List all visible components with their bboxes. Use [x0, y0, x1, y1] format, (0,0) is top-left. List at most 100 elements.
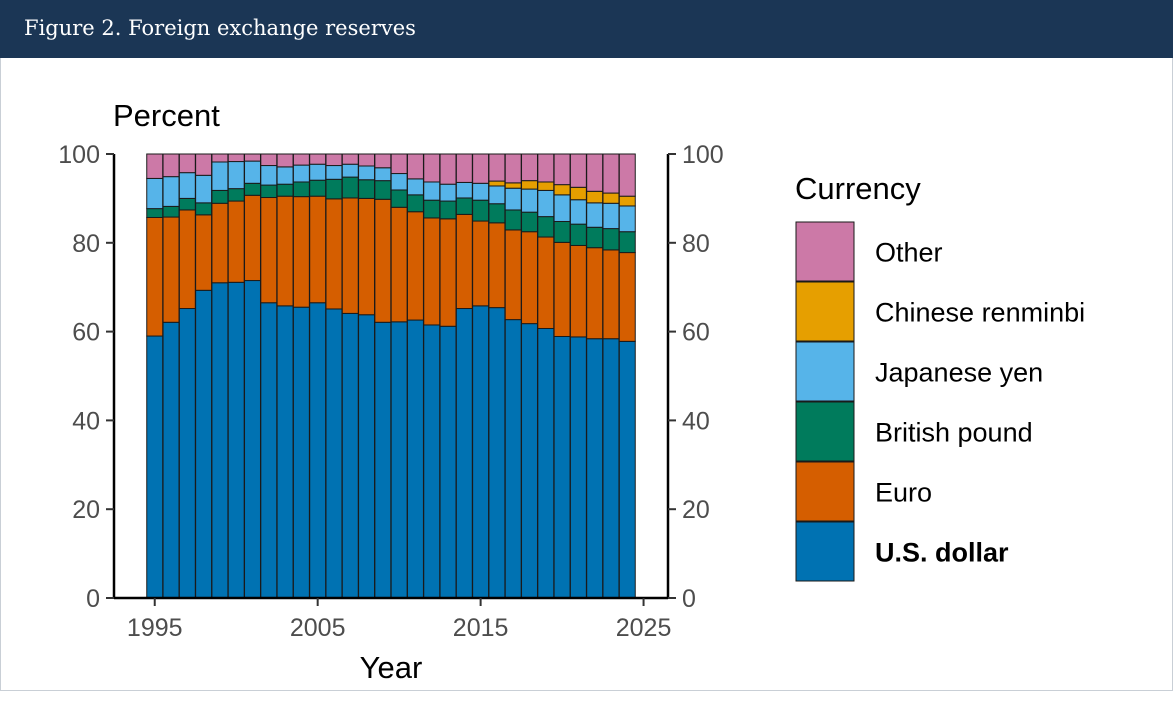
y-tick-label-left-20: 20	[72, 496, 100, 524]
legend-swatch-chinese-renminbi	[795, 281, 855, 342]
bar-chinese-renminbi-2021	[569, 186, 587, 201]
bar-other-2009	[374, 153, 392, 169]
bar-british-pound-2010	[390, 189, 408, 208]
bar-other-2004	[292, 153, 310, 166]
bar-u-s-dollar-2017	[504, 319, 522, 599]
bar-british-pound-2002	[260, 184, 278, 199]
legend-swatch-japanese-yen	[795, 341, 855, 402]
bar-u-s-dollar-1997	[178, 308, 196, 599]
bar-u-s-dollar-1998	[195, 289, 213, 599]
y-tick-label-left-0: 0	[86, 585, 100, 613]
bar-euro-2000	[227, 200, 245, 283]
legend-label-other: Other	[875, 238, 943, 268]
bar-british-pound-1996	[162, 205, 180, 218]
bar-chinese-renminbi-2019	[537, 181, 555, 191]
bar-u-s-dollar-2009	[374, 321, 392, 599]
y-axis-title: Percent	[113, 98, 220, 133]
bar-japanese-yen-2001	[244, 160, 261, 184]
bar-japanese-yen-2003	[276, 166, 294, 185]
bar-japanese-yen-2006	[325, 165, 343, 180]
bar-u-s-dollar-2011	[406, 319, 424, 599]
bar-british-pound-2004	[292, 181, 310, 198]
bar-other-2020	[553, 153, 571, 186]
bar-british-pound-2007	[341, 176, 359, 199]
bar-u-s-dollar-1999	[211, 282, 229, 599]
y-tick-label-left-80: 80	[72, 230, 100, 258]
bar-u-s-dollar-2007	[341, 312, 359, 599]
bar-japanese-yen-2020	[553, 194, 571, 222]
bar-other-2006	[325, 153, 343, 167]
x-tick-label-2015: 2015	[453, 614, 509, 642]
legend-label-u-s-dollar: U.S. dollar	[875, 538, 1009, 568]
bar-u-s-dollar-2003	[276, 305, 294, 599]
bar-british-pound-2006	[325, 178, 343, 200]
bar-u-s-dollar-2000	[227, 281, 245, 599]
bar-u-s-dollar-2008	[358, 314, 376, 599]
legend-label-chinese-renminbi: Chinese renminbi	[875, 298, 1085, 328]
bar-other-2001	[244, 153, 261, 162]
bar-british-pound-2016	[488, 203, 506, 224]
bars-group	[146, 153, 636, 599]
legend-label-british-pound: British pound	[875, 418, 1033, 448]
y-tick-label-right-60: 60	[682, 319, 710, 347]
bar-u-s-dollar-2015	[472, 305, 490, 599]
bar-euro-2017	[504, 229, 522, 321]
bar-u-s-dollar-2006	[325, 308, 343, 599]
bar-euro-1995	[146, 216, 164, 337]
bar-u-s-dollar-1995	[146, 335, 164, 599]
bar-euro-2016	[488, 222, 506, 309]
bar-u-s-dollar-2016	[488, 307, 506, 599]
bar-euro-2014	[455, 213, 473, 310]
y-tick-label-right-40: 40	[682, 407, 710, 435]
bar-british-pound-1995	[146, 208, 164, 218]
bar-japanese-yen-1995	[146, 177, 164, 210]
bar-u-s-dollar-2012	[423, 324, 441, 599]
bar-other-2003	[276, 153, 294, 168]
bar-british-pound-2018	[521, 211, 538, 233]
bar-british-pound-2013	[439, 200, 457, 220]
legend-label-euro: Euro	[875, 478, 932, 508]
bar-u-s-dollar-2021	[569, 336, 587, 599]
bar-other-2011	[406, 153, 424, 180]
bar-japanese-yen-2009	[374, 167, 392, 182]
bar-japanese-yen-2015	[472, 182, 490, 201]
bar-british-pound-2014	[455, 197, 473, 215]
bar-other-2024	[618, 153, 636, 197]
bar-british-pound-1997	[178, 197, 196, 211]
bar-other-1995	[146, 153, 164, 179]
bar-other-2018	[521, 153, 538, 182]
bar-japanese-yen-2008	[358, 165, 376, 181]
bar-japanese-yen-2021	[569, 199, 587, 225]
y-tick-label-right-80: 80	[682, 230, 710, 258]
bar-euro-2006	[325, 198, 343, 310]
bar-other-1997	[178, 153, 196, 174]
bar-euro-2001	[244, 194, 261, 282]
bar-other-2015	[472, 153, 490, 184]
bar-japanese-yen-1996	[162, 176, 180, 207]
x-tick-label-1995: 1995	[127, 614, 183, 642]
bar-japanese-yen-2022	[586, 202, 604, 228]
bar-other-1996	[162, 153, 180, 178]
y-tick-label-left-100: 100	[58, 141, 100, 169]
legend-title: Currency	[795, 171, 921, 206]
bar-japanese-yen-2024	[618, 205, 636, 233]
bar-british-pound-2009	[374, 180, 392, 200]
bar-british-pound-2022	[586, 226, 604, 249]
bar-u-s-dollar-2013	[439, 325, 457, 599]
bar-euro-2015	[472, 220, 490, 307]
bar-british-pound-2001	[244, 182, 261, 196]
x-tick-label-2025: 2025	[616, 614, 672, 642]
bar-other-2005	[309, 153, 327, 165]
bar-british-pound-1998	[195, 202, 213, 216]
bar-japanese-yen-1999	[211, 161, 229, 191]
axes-group: 0 0 20 20 40 40 60 60 80 80 100 100 1995 2005 2015 2025	[58, 141, 723, 642]
bar-british-pound-2000	[227, 188, 245, 202]
bar-u-s-dollar-2023	[602, 338, 620, 599]
bar-other-2016	[488, 153, 506, 182]
bar-chinese-renminbi-2023	[602, 192, 620, 204]
y-tick-label-left-60: 60	[72, 319, 100, 347]
y-tick-label-right-20: 20	[682, 496, 710, 524]
bar-euro-2024	[618, 252, 636, 342]
bar-other-2012	[423, 153, 441, 183]
